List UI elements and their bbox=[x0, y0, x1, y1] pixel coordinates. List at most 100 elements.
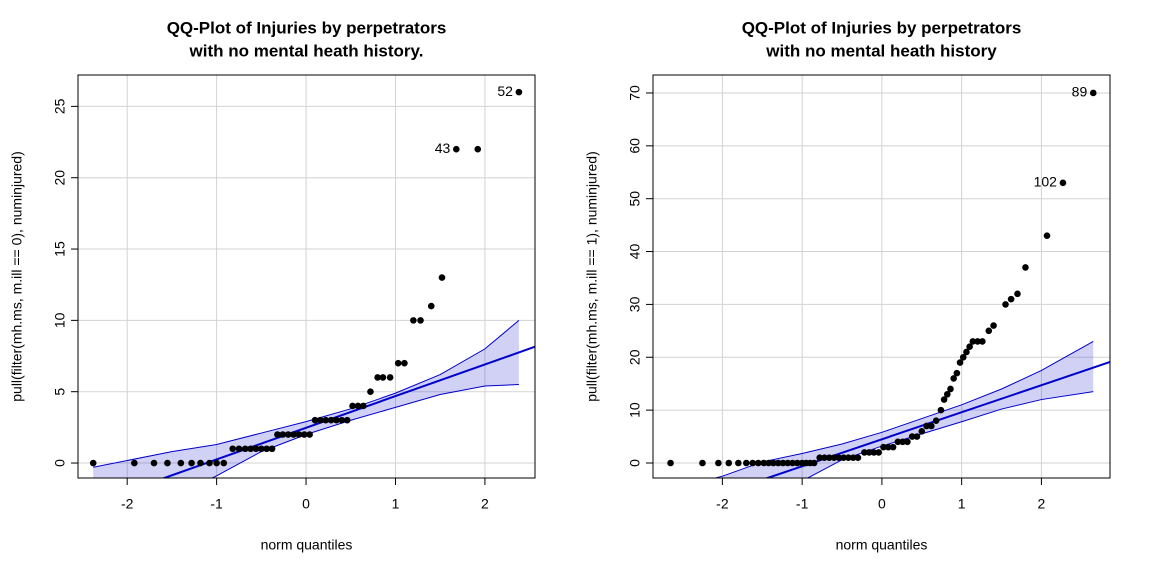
point bbox=[749, 459, 756, 467]
y-tick-label: 70 bbox=[627, 85, 643, 101]
plot-area bbox=[78, 75, 535, 478]
point bbox=[928, 422, 935, 430]
point bbox=[953, 369, 961, 377]
y-axis-label: pull(filter(mh.ms, m.ill == 0), numinjur… bbox=[9, 151, 25, 402]
point bbox=[177, 459, 185, 467]
point bbox=[870, 449, 878, 456]
point bbox=[258, 445, 265, 453]
point bbox=[438, 274, 446, 281]
y-tick-label: 5 bbox=[52, 388, 68, 396]
point bbox=[835, 454, 843, 462]
point bbox=[943, 390, 951, 398]
point bbox=[306, 431, 313, 438]
point bbox=[899, 438, 906, 446]
point-label: 102 bbox=[1034, 174, 1058, 190]
point bbox=[401, 359, 408, 367]
y-tick-label: 60 bbox=[627, 138, 643, 154]
point bbox=[1059, 179, 1067, 187]
point bbox=[131, 459, 138, 467]
point bbox=[794, 459, 801, 467]
point bbox=[394, 359, 402, 367]
point bbox=[816, 454, 823, 462]
point bbox=[515, 88, 523, 96]
x-axis-label: norm quantiles bbox=[836, 537, 928, 553]
point bbox=[715, 459, 722, 467]
point bbox=[956, 359, 964, 366]
point bbox=[854, 454, 862, 462]
point bbox=[861, 449, 868, 456]
point bbox=[923, 422, 930, 430]
point bbox=[374, 374, 381, 381]
point bbox=[474, 145, 482, 153]
point bbox=[979, 338, 986, 345]
point bbox=[327, 416, 335, 424]
point bbox=[197, 459, 204, 467]
point bbox=[354, 402, 362, 410]
point bbox=[333, 416, 340, 424]
point bbox=[1002, 301, 1009, 308]
point bbox=[974, 338, 981, 345]
point bbox=[252, 445, 260, 453]
point bbox=[417, 317, 424, 324]
point bbox=[821, 454, 828, 462]
plot-area bbox=[653, 75, 1110, 478]
point bbox=[884, 443, 892, 451]
point bbox=[367, 388, 374, 395]
point bbox=[338, 416, 346, 424]
plot-frame bbox=[77, 74, 536, 479]
point bbox=[1007, 295, 1015, 303]
point bbox=[386, 374, 394, 381]
y-axis-label: pull(filter(mh.ms, m.ill == 1), numinjur… bbox=[584, 151, 600, 402]
point bbox=[268, 445, 276, 453]
plot-frame bbox=[652, 74, 1111, 479]
point bbox=[754, 459, 762, 467]
y-tick-label: 20 bbox=[627, 349, 643, 365]
point bbox=[963, 348, 970, 356]
point bbox=[349, 402, 356, 410]
y-tick-label: 25 bbox=[52, 98, 68, 114]
y-tick-label: 0 bbox=[627, 459, 643, 467]
chart-title: with no mental heath history. bbox=[189, 41, 424, 60]
point bbox=[667, 459, 674, 467]
band-lower bbox=[210, 384, 519, 478]
point bbox=[1089, 89, 1097, 97]
point bbox=[880, 443, 887, 451]
point bbox=[188, 459, 195, 467]
chart-title: QQ-Plot of Injuries by perpetrators bbox=[742, 18, 1022, 37]
point bbox=[229, 445, 237, 453]
reference-line bbox=[764, 361, 1110, 478]
x-tick-label: 1 bbox=[392, 496, 400, 512]
point bbox=[760, 459, 768, 467]
point bbox=[725, 459, 733, 467]
y-tick-label: 10 bbox=[627, 402, 643, 418]
point bbox=[247, 445, 254, 453]
point bbox=[343, 416, 351, 424]
point bbox=[1014, 290, 1021, 298]
x-tick-label: 0 bbox=[878, 496, 886, 512]
point bbox=[889, 443, 897, 451]
point bbox=[959, 353, 967, 361]
point bbox=[164, 459, 171, 467]
point bbox=[735, 459, 742, 467]
x-tick-label: 0 bbox=[302, 496, 310, 512]
point bbox=[950, 375, 957, 382]
point bbox=[150, 459, 158, 467]
point bbox=[765, 459, 772, 467]
point bbox=[932, 417, 940, 425]
x-tick-label: 1 bbox=[958, 496, 966, 512]
x-axis-label: norm quantiles bbox=[261, 537, 353, 553]
y-tick-label: 20 bbox=[52, 170, 68, 186]
point bbox=[940, 396, 948, 403]
point bbox=[774, 459, 782, 467]
x-tick-label: -2 bbox=[716, 496, 729, 512]
point bbox=[274, 431, 281, 438]
point bbox=[810, 459, 818, 467]
x-tick-label: 2 bbox=[1038, 496, 1046, 512]
y-tick-label: 50 bbox=[627, 191, 643, 207]
point bbox=[427, 302, 435, 310]
band-upper bbox=[93, 319, 520, 468]
point bbox=[317, 416, 324, 424]
point bbox=[904, 438, 911, 446]
x-tick-label: -1 bbox=[210, 496, 223, 512]
